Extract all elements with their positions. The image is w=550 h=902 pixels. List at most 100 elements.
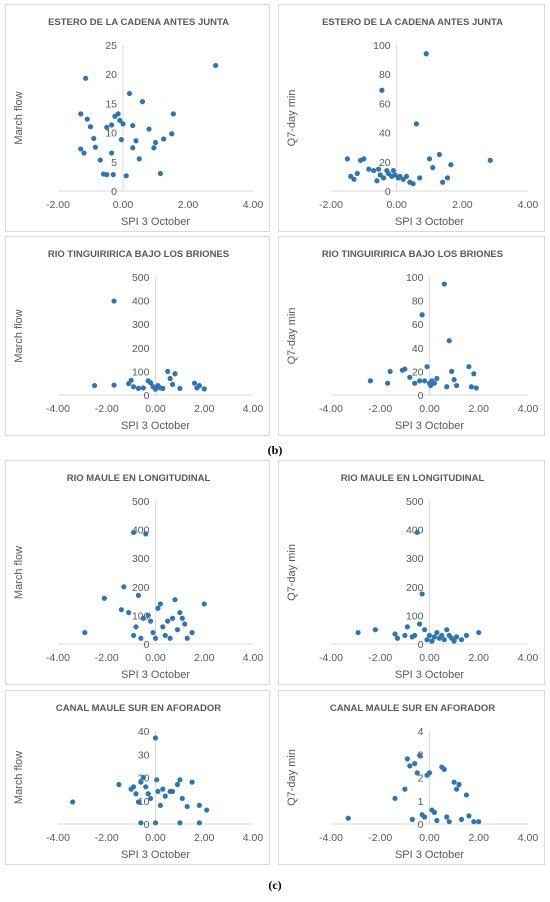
c2-x-tick-label: 2.00 xyxy=(452,199,473,211)
c4-y-tick-label: 60 xyxy=(412,319,424,331)
c2-x-tick-label: 0.00 xyxy=(386,199,407,211)
c4-x-tick-label: 4.00 xyxy=(518,403,539,415)
c8-x-tick-label: 4.00 xyxy=(518,832,539,844)
c3-data-point xyxy=(160,385,166,391)
c4-x-tick-label: -4.00 xyxy=(319,403,343,415)
c7-data-point xyxy=(154,777,160,783)
c1-data-point xyxy=(104,124,110,130)
c6-data-point xyxy=(419,591,425,597)
c6-title: RIO MAULE EN LONGITUDINAL xyxy=(341,473,485,484)
chart-panel-4: RIO TINGUIRIRICA BAJO LOS BRIONES 0 20 40 60… xyxy=(278,236,545,436)
c2-data-point xyxy=(487,157,493,163)
c8-data-point xyxy=(453,786,460,792)
c7-data-point xyxy=(138,820,144,826)
c6-data-point xyxy=(424,637,430,643)
c4-data-point xyxy=(468,384,474,390)
c3-x-tick-label: 4.00 xyxy=(243,403,264,415)
c2-data-point xyxy=(361,156,367,162)
c5-x-tick-label: 4.00 xyxy=(243,652,264,664)
c6-y-tick-label: 100 xyxy=(406,610,424,622)
c8-data-point xyxy=(463,792,470,798)
c5-data-point xyxy=(160,624,166,630)
c8-x-tick-label: 0.00 xyxy=(419,832,440,844)
c7-data-point xyxy=(179,795,185,802)
c8-data-point xyxy=(446,819,452,825)
c1-data-point xyxy=(115,111,121,117)
scatter-chart-3: RIO TINGUIRIRICA BAJO LOS BRIONES 0 100 200… xyxy=(13,249,264,432)
c7-x-tick-label: 2.00 xyxy=(194,832,215,844)
scatter-chart-1: ESTERO DE LA CADENA ANTES JUNTA 0 5 10 15 20 2… xyxy=(13,17,263,228)
c5-data-point xyxy=(135,592,142,598)
scatter-chart-6: RIO MAULE EN LONGITUDINAL 0 100 200 300 400 50… xyxy=(286,473,539,681)
c2-data-point xyxy=(374,178,380,184)
c6-x-tick-label: 4.00 xyxy=(518,652,539,664)
c8-x-axis-label: SPI 3 October xyxy=(395,849,464,861)
c5-data-point xyxy=(169,615,176,621)
c4-data-point xyxy=(434,375,440,382)
c8-data-point xyxy=(402,786,408,792)
c8-data-point xyxy=(471,819,477,825)
c3-x-tick-label: 0.00 xyxy=(145,403,166,415)
c2-data-point xyxy=(351,176,357,182)
c6-data-point xyxy=(417,621,423,627)
c3-y-tick-label: 400 xyxy=(132,296,150,308)
c1-data-point xyxy=(117,117,123,123)
c1-data-point xyxy=(126,90,133,97)
c3-data-point xyxy=(91,382,98,389)
c4-data-point xyxy=(444,384,450,390)
c8-x-tick-label: 2.00 xyxy=(469,832,490,844)
c5-title: RIO MAULE EN LONGITUDINAL xyxy=(67,473,211,484)
c5-y-tick-label: 200 xyxy=(132,582,150,594)
c5-data-point xyxy=(201,601,207,607)
chart-panel-8: CANAL MAULE SUR EN AFORADOR01234-4.00-2.… xyxy=(278,690,545,865)
c1-data-point xyxy=(104,172,110,178)
c6-data-point xyxy=(392,631,398,637)
c5-x-tick-label: 0.00 xyxy=(145,652,166,664)
c7-y-tick-label: 0 xyxy=(144,819,150,831)
c8-y-tick-label: 4 xyxy=(418,726,424,738)
c1-y-tick-label: 20 xyxy=(105,69,117,81)
c2-data-point xyxy=(444,175,451,181)
c7-data-point xyxy=(174,781,181,788)
c1-data-point xyxy=(213,62,219,69)
c5-data-point xyxy=(130,529,137,536)
c1-data-point xyxy=(81,150,87,156)
c6-data-point xyxy=(414,529,420,536)
c5-data-point xyxy=(165,618,171,624)
c5-data-point xyxy=(182,621,188,627)
c1-y-tick-label: 5 xyxy=(111,157,117,169)
c2-data-point xyxy=(379,87,385,93)
c7-data-point xyxy=(133,791,139,797)
scatter-chart-7: CANAL MAULE SUR EN AFORADOR010203040-4.0… xyxy=(13,703,263,861)
c5-y-tick-label: 500 xyxy=(132,496,150,508)
c5-data-point xyxy=(101,595,107,601)
c5-y-tick-label: 0 xyxy=(144,639,150,651)
c6-data-point xyxy=(421,627,428,633)
c6-data-point xyxy=(444,627,450,633)
c2-x-tick-label: -2.00 xyxy=(319,199,343,211)
c1-x-tick-label: 0.00 xyxy=(113,199,134,211)
c5-data-point xyxy=(189,629,195,636)
chart-panel-3: RIO TINGUIRIRICA BAJO LOS BRIONES 0 100 200… xyxy=(5,236,270,436)
c1-data-point xyxy=(109,150,115,156)
c4-data-point xyxy=(446,338,452,344)
c1-data-point xyxy=(83,75,89,81)
c4-y-tick-label: 40 xyxy=(412,343,424,355)
c8-data-point xyxy=(458,816,465,822)
c6-data-point xyxy=(476,629,482,636)
c6-y-tick-label: 400 xyxy=(406,525,424,537)
c4-data-point xyxy=(407,374,413,380)
c2-data-point xyxy=(371,167,377,174)
c8-y-axis-label: Q7-day min xyxy=(286,749,298,806)
c7-title: CANAL MAULE SUR EN AFORADOR xyxy=(56,703,221,714)
c4-data-point xyxy=(387,368,393,374)
c5-data-point xyxy=(145,612,151,618)
c5-data-point xyxy=(174,627,181,633)
c1-data-point xyxy=(109,122,115,128)
c6-data-point xyxy=(431,634,438,640)
scatter-chart-2: ESTERO DE LA CADENA ANTES JUNTA 0 20 40 60 80… xyxy=(286,17,538,228)
c2-data-point xyxy=(403,173,410,179)
c6-data-point xyxy=(429,638,435,644)
c7-data-point xyxy=(157,802,163,808)
c8-data-point xyxy=(392,795,398,802)
